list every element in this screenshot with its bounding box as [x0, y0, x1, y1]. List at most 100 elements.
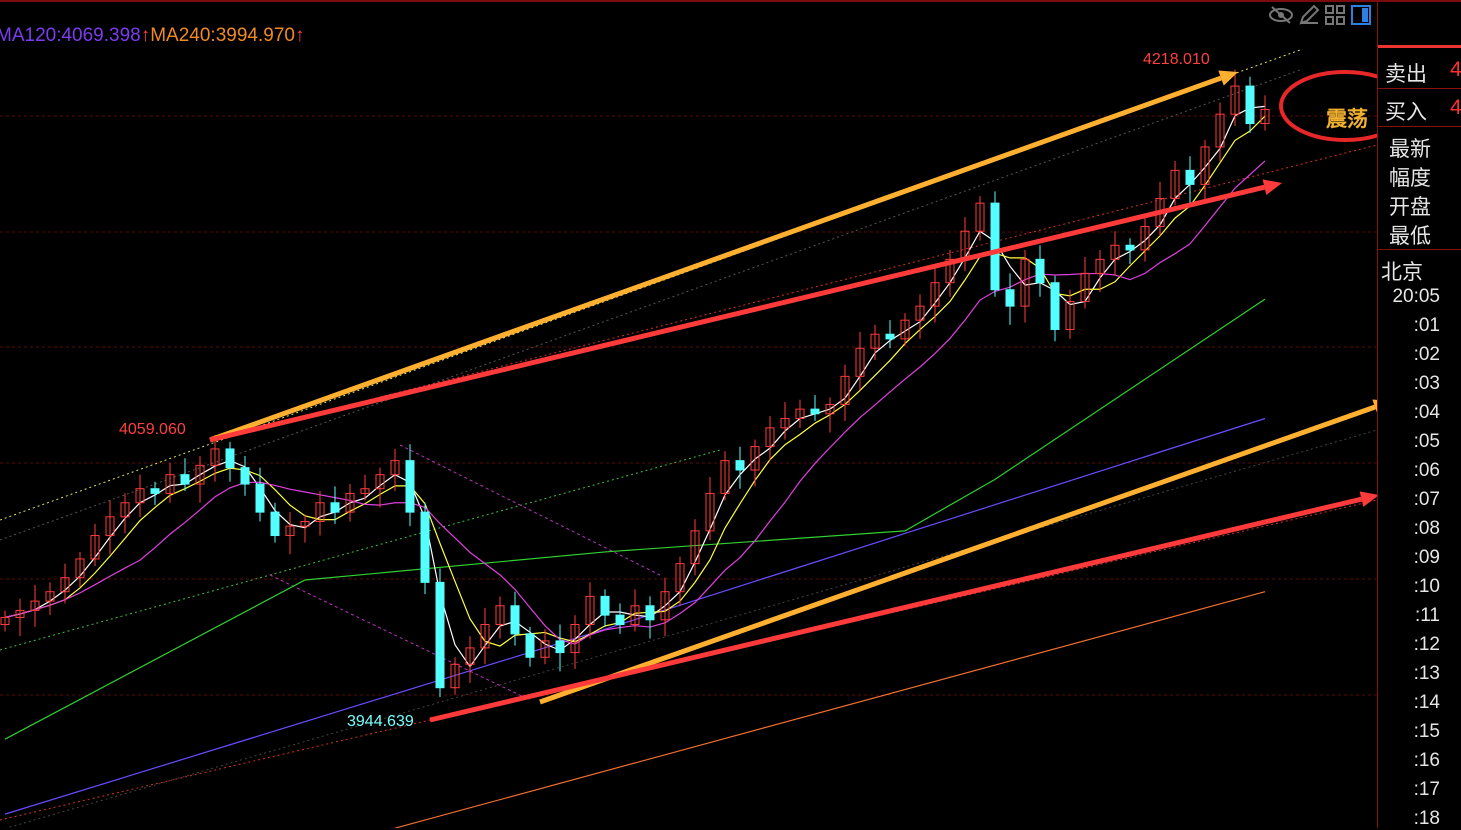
low-price-label: 3944.639: [347, 713, 414, 730]
candle-down: [810, 408, 820, 415]
candle-down: [405, 460, 415, 513]
ma5-line: [4, 105, 1266, 668]
top-border: [0, 0, 1461, 2]
candle-up: [585, 595, 595, 625]
candle-up: [675, 563, 685, 593]
candle-down: [1005, 289, 1015, 307]
candle-down: [1245, 85, 1255, 125]
time-item: :03: [1413, 373, 1440, 394]
candle-up: [780, 417, 790, 429]
candle-up: [570, 623, 580, 654]
field-low: 最低: [1389, 224, 1431, 248]
field-latest: 最新: [1389, 137, 1431, 161]
candle-up: [660, 591, 670, 621]
candle-up: [195, 464, 205, 485]
ma240-arrow: ↑: [294, 25, 305, 46]
candle-down: [255, 483, 265, 513]
candle-up: [30, 600, 40, 611]
buy-value: 4: [1450, 96, 1461, 119]
candle-up: [900, 319, 910, 340]
trend-dotted-gray-lower: [5, 429, 1377, 828]
candle-down: [180, 474, 190, 485]
candle-up: [285, 525, 295, 537]
time-item: :11: [1414, 605, 1440, 626]
candle-up: [765, 427, 775, 448]
sell-label: 卖出: [1385, 62, 1427, 86]
candle-up: [1230, 85, 1240, 115]
time-item: :01: [1413, 315, 1440, 336]
candle-up: [315, 502, 325, 522]
trend-dotted-gray: [0, 69, 1301, 541]
candle-down: [555, 640, 565, 654]
candle-down: [990, 202, 1000, 291]
candle-up: [75, 558, 85, 579]
quote-side-panel: 卖出 4 买入 4 最新 幅度 开盘 最低 北京 20:05:01:02:03:…: [1377, 0, 1461, 829]
candle-up: [705, 492, 715, 532]
candle-up: [750, 446, 760, 471]
ma240-line: [394, 591, 1266, 828]
candle-down: [240, 467, 250, 485]
candle-down: [885, 333, 895, 340]
arrow-yellow-lower: [539, 404, 1376, 705]
field-change: 幅度: [1389, 166, 1431, 190]
candle-down: [645, 605, 655, 621]
arrow-yellow-upper: [209, 75, 1222, 443]
time-item: :14: [1413, 692, 1440, 713]
candle-up: [540, 640, 550, 658]
candle-up: [690, 530, 700, 565]
candle-up: [630, 605, 640, 625]
channel-dotted-magenta: [269, 574, 531, 701]
time-item: :17: [1413, 779, 1440, 800]
chart-toolbar: [1268, 3, 1372, 27]
candle-up: [1170, 169, 1180, 199]
time-item: :15: [1413, 721, 1440, 742]
divider: [1378, 88, 1461, 89]
time-item: :06: [1413, 460, 1440, 481]
candle-down: [1050, 282, 1060, 331]
eye-hidden-icon[interactable]: [1268, 5, 1294, 25]
ma-legend: MA120:4069.398↑MA240:3994.970↑: [0, 25, 304, 47]
candle-up: [495, 605, 505, 625]
time-item: :07: [1413, 489, 1440, 510]
candle-up: [210, 448, 220, 466]
time-item: :02: [1413, 344, 1440, 365]
panel-accent-bar: [1378, 45, 1461, 48]
sell-value: 4: [1450, 58, 1461, 81]
candle-up: [1095, 258, 1105, 274]
time-item: :05: [1413, 431, 1440, 452]
time-item: :04: [1413, 402, 1440, 423]
arrow-yellow-lower-head: [1372, 399, 1377, 413]
candlestick-chart[interactable]: [0, 0, 1377, 828]
panel-toggle-icon[interactable]: [1350, 4, 1372, 26]
candle-up: [855, 347, 865, 377]
candle-up: [1260, 108, 1270, 125]
candle-down: [270, 511, 280, 537]
candle-up: [105, 516, 115, 537]
candle-up: [390, 460, 400, 476]
candle-down: [1035, 258, 1045, 284]
buy-label: 买入: [1385, 100, 1427, 124]
field-open: 开盘: [1389, 195, 1431, 219]
candle-up: [1215, 113, 1225, 148]
pencil-icon[interactable]: [1298, 4, 1320, 26]
candle-up: [840, 375, 850, 405]
arrow-red-lower-head: [1359, 491, 1377, 507]
candle-down: [150, 488, 160, 494]
high-price-label: 4218.010: [1143, 51, 1210, 68]
grid-icon[interactable]: [1324, 4, 1346, 26]
time-item: :09: [1413, 547, 1440, 568]
candle-up: [1110, 244, 1120, 260]
highlight-ellipse: [1279, 70, 1377, 142]
time-item: :18: [1413, 808, 1440, 829]
arrow-red-upper: [209, 184, 1266, 443]
candle-up: [825, 403, 835, 415]
arrow-red-lower: [429, 496, 1363, 723]
trend-dotted-green: [0, 449, 721, 651]
candle-up: [450, 663, 460, 689]
arrow-yellow-upper-head: [1218, 70, 1238, 86]
candle-up: [465, 647, 475, 665]
divider: [1378, 249, 1461, 250]
time-item: :13: [1413, 663, 1440, 684]
candle-up: [120, 502, 130, 518]
candle-up: [795, 408, 805, 419]
